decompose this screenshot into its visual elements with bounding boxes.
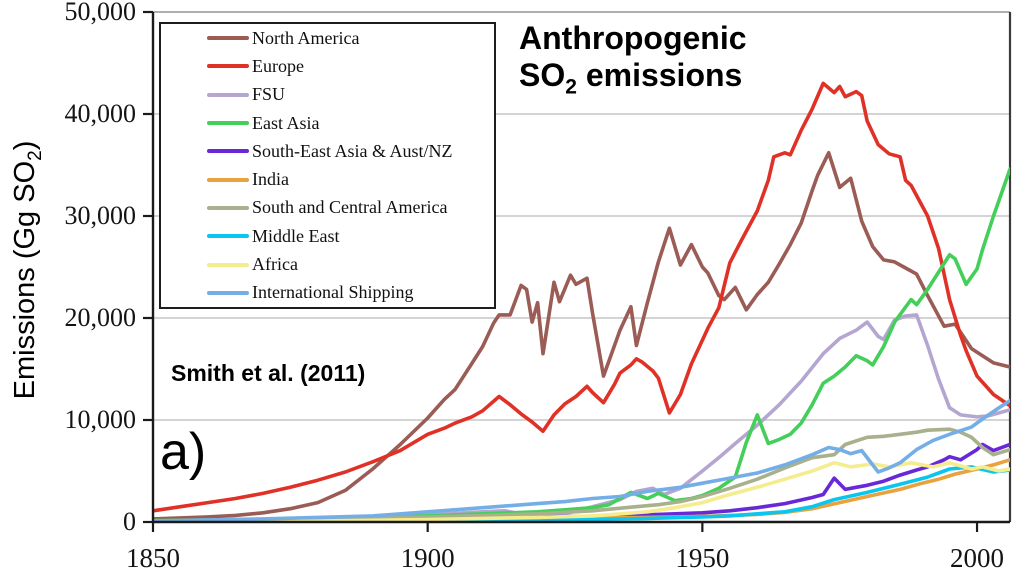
legend-swatch (207, 149, 249, 154)
series-line-east-asia (153, 167, 1010, 522)
legend-label: North America (252, 27, 360, 48)
y-tick-label: 0 (123, 507, 136, 536)
legend-label: East Asia (252, 112, 320, 133)
legend-item: FSU (207, 81, 494, 109)
y-axis-title: Emissions (Gg SO2) (9, 140, 46, 400)
series-line-north-america (153, 151, 1010, 521)
source-note: Smith et al. (2011) (171, 360, 366, 386)
y-tick-label: 10,000 (64, 405, 137, 434)
legend-swatch (207, 92, 249, 97)
x-tick-label: 1850 (126, 543, 180, 573)
x-tick-label: 1950 (675, 543, 730, 573)
x-tick-label: 2000 (950, 543, 1005, 573)
legend-item: India (207, 166, 494, 194)
legend-item: South-East Asia & Aust/NZ (207, 137, 494, 165)
y-tick-label: 20,000 (64, 303, 137, 332)
y-tick-label: 40,000 (64, 99, 137, 128)
series-line-africa (153, 460, 1010, 522)
legend-item: Europe (207, 52, 494, 80)
y-tick-label: 50,000 (64, 0, 137, 26)
legend-item: International Shipping (207, 279, 494, 307)
legend-label: India (252, 169, 289, 190)
legend-item: South and Central America (207, 194, 494, 222)
legend-swatch (207, 290, 249, 295)
legend-swatch (207, 177, 249, 182)
legend-label: South-East Asia & Aust/NZ (252, 140, 453, 161)
chart-title: Anthropogenic SO2 emissions (519, 20, 747, 105)
legend-label: Middle East (252, 225, 340, 246)
legend-swatch (207, 234, 249, 239)
legend: North America Europe FSU East Asia South-Eas… (159, 22, 496, 309)
legend-label: South and Central America (252, 197, 448, 218)
legend-swatch (207, 262, 249, 267)
series-line-middle-east (153, 465, 1010, 522)
legend-item: Middle East (207, 222, 494, 250)
legend-item: East Asia (207, 109, 494, 137)
legend-label: International Shipping (252, 282, 414, 303)
legend-swatch (207, 64, 249, 69)
series-line-south-east-asia-aust-nz (153, 442, 1010, 522)
legend-item: North America (207, 24, 494, 52)
legend-label: Africa (252, 254, 298, 275)
legend-swatch (207, 121, 249, 126)
legend-swatch (207, 36, 249, 41)
y-tick-label: 30,000 (64, 201, 137, 230)
panel-label: a) (160, 423, 207, 481)
chart-title-line2: SO2 emissions (519, 57, 743, 99)
series-line-international-shipping (153, 398, 1010, 522)
series-line-europe (153, 81, 1010, 513)
legend-label: Europe (252, 55, 304, 76)
legend-label: FSU (252, 84, 286, 105)
chart-title-line1: Anthropogenic (519, 20, 747, 56)
legend-item: Africa (207, 250, 494, 278)
legend-swatch (207, 205, 249, 210)
x-tick-label: 1900 (400, 543, 455, 573)
